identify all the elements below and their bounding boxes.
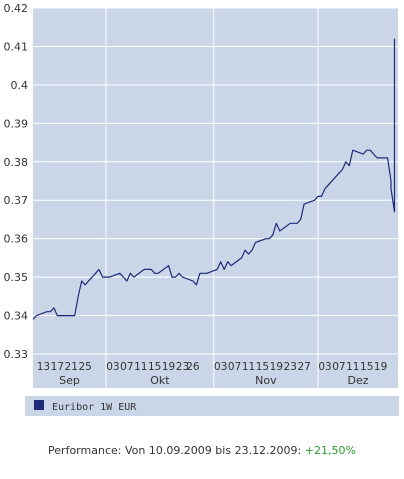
series-line xyxy=(32,38,396,320)
x-tick-label: 19 xyxy=(374,361,387,373)
y-tick-labels: 0.33 0.34 0.35 0.36 0.37 0.38 0.39 0.4 0.41 0.42 xyxy=(4,2,29,361)
y-tick-label: 0.4 xyxy=(11,79,29,92)
performance-value: +21,50% xyxy=(304,444,356,457)
x-tick-label: 15 xyxy=(148,361,161,373)
x-tick-label: 23 xyxy=(176,361,189,373)
x-tick-label: 21 xyxy=(65,361,78,373)
x-tick-label: 17 xyxy=(51,361,64,373)
performance-summary: Performance: Von 10.09.2009 bis 23.12.20… xyxy=(0,444,404,457)
y-tick-label: 0.39 xyxy=(4,117,29,130)
y-tick-label: 0.41 xyxy=(4,40,29,53)
x-tick-label: 25 xyxy=(78,361,91,373)
x-month-label: Sep xyxy=(59,374,80,387)
chart: 0.33 0.34 0.35 0.36 0.37 0.38 0.39 0.4 0.41 0.42 … xyxy=(3,2,399,416)
axis-band xyxy=(33,354,398,388)
plot-area xyxy=(33,8,398,354)
x-tick-label: 03 xyxy=(214,361,227,373)
legend-swatch xyxy=(34,400,44,410)
y-tick-label: 0.34 xyxy=(4,310,29,323)
series-lines xyxy=(32,38,396,320)
x-tick-label: 13 xyxy=(37,361,50,373)
grid-lines xyxy=(33,7,398,388)
y-tick-label: 0.36 xyxy=(4,233,29,246)
y-tick-label: 0.42 xyxy=(4,2,29,15)
x-tick-label: 23 xyxy=(284,361,297,373)
x-tick-label: 11 xyxy=(346,361,359,373)
x-month-label: Okt xyxy=(150,374,170,387)
legend-band xyxy=(25,396,399,416)
x-tick-label: 15 xyxy=(256,361,269,373)
x-tick-label: 03 xyxy=(318,361,331,373)
x-tick-label: 11 xyxy=(134,361,147,373)
y-tick-label: 0.33 xyxy=(4,348,29,361)
x-tick-label: 19 xyxy=(270,361,283,373)
x-tick-label: 07 xyxy=(120,361,133,373)
y-tick-label: 0.38 xyxy=(4,156,29,169)
x-tick-label: 03 xyxy=(106,361,119,373)
legend: Euribor 1W EUR xyxy=(34,400,137,413)
y-tick-label: 0.35 xyxy=(4,271,29,284)
legend-label: Euribor 1W EUR xyxy=(52,402,137,413)
chart-svg: 0.330.340.350.360.370.380.390.40.410.42 … xyxy=(3,2,399,416)
performance-label: Performance: Von 10.09.2009 bis 23.12.20… xyxy=(48,444,302,457)
x-tick-label: 07 xyxy=(228,361,241,373)
x-tick-label: 26 xyxy=(186,361,200,373)
x-tick-label: 27 xyxy=(297,361,310,373)
x-month-label: Dez xyxy=(348,374,369,387)
x-tick-label: 07 xyxy=(332,361,345,373)
x-tick-label: 11 xyxy=(242,361,255,373)
x-month-label: Nov xyxy=(255,374,277,387)
x-tick-label: 15 xyxy=(360,361,373,373)
y-tick-label: 0.37 xyxy=(4,194,29,207)
x-tick-label: 19 xyxy=(162,361,175,373)
